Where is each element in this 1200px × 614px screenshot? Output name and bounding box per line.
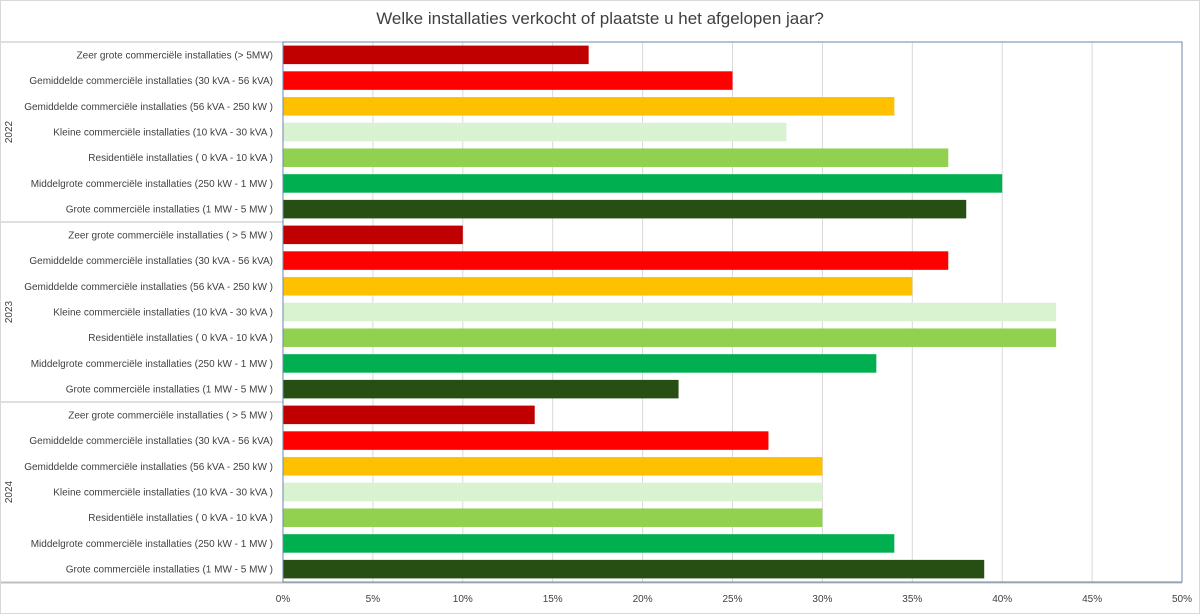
x-tick-label: 30% — [812, 594, 832, 605]
bar — [283, 354, 877, 373]
bar — [283, 277, 913, 296]
x-tick-label: 35% — [902, 594, 922, 605]
group-label: 2024 — [4, 480, 15, 503]
bar — [283, 559, 985, 579]
bar — [283, 148, 949, 167]
bar — [283, 431, 769, 450]
category-label: Kleine commerciële installaties (10 kVA … — [53, 488, 273, 499]
bar — [283, 534, 895, 553]
category-label: Grote commerciële installaties (1 MW - 5… — [66, 565, 273, 576]
category-label: Grote commerciële installaties (1 MW - 5… — [66, 385, 273, 396]
category-label: Zeer grote commerciële installaties ( > … — [68, 230, 273, 241]
category-label: Middelgrote commerciële installaties (25… — [31, 359, 273, 370]
x-tick-label: 20% — [633, 594, 653, 605]
bar — [283, 45, 589, 65]
bar — [283, 97, 895, 116]
chart-title: Welke installaties verkocht of plaatste … — [376, 9, 824, 28]
bar — [283, 122, 787, 142]
bar — [283, 508, 823, 527]
category-label: Middelgrote commerciële installaties (25… — [31, 539, 273, 550]
category-label: Kleine commerciële installaties (10 kVA … — [53, 128, 273, 139]
category-label: Kleine commerciële installaties (10 kVA … — [53, 308, 273, 319]
bar — [283, 302, 1057, 322]
x-tick-label: 50% — [1172, 594, 1192, 605]
category-label: Residentiële installaties ( 0 kVA - 10 k… — [88, 333, 273, 344]
category-label: Gemiddelde commerciële installaties (56 … — [24, 102, 273, 113]
bar — [283, 71, 733, 90]
category-label: Gemiddelde commerciële installaties (56 … — [24, 462, 273, 473]
x-tick-label: 5% — [366, 594, 381, 605]
x-tick-label: 25% — [722, 594, 742, 605]
bar — [283, 457, 823, 476]
bar — [283, 379, 679, 399]
category-label: Residentiële installaties ( 0 kVA - 10 k… — [88, 513, 273, 524]
bar — [283, 199, 967, 219]
x-tick-label: 45% — [1082, 594, 1102, 605]
category-label: Gemiddelde commerciële installaties (30 … — [29, 436, 273, 447]
category-label: Zeer grote commerciële installaties ( > … — [68, 410, 273, 421]
x-tick-label: 40% — [992, 594, 1012, 605]
category-label: Middelgrote commerciële installaties (25… — [31, 179, 273, 190]
group-label: 2022 — [4, 120, 15, 143]
x-tick-label: 15% — [543, 594, 563, 605]
category-label: Residentiële installaties ( 0 kVA - 10 k… — [88, 153, 273, 164]
category-label: Gemiddelde commerciële installaties (30 … — [29, 76, 273, 87]
bar — [283, 174, 1003, 193]
plot-border — [282, 41, 1183, 583]
bar — [283, 328, 1057, 347]
bar — [283, 225, 463, 245]
x-tick-label: 10% — [453, 594, 473, 605]
category-label: Gemiddelde commerciële installaties (30 … — [29, 256, 273, 267]
category-label: Gemiddelde commerciële installaties (56 … — [24, 282, 273, 293]
category-label: Grote commerciële installaties (1 MW - 5… — [66, 205, 273, 216]
bar — [283, 405, 535, 425]
category-label: Zeer grote commerciële installaties (> 5… — [77, 50, 273, 61]
group-label: 2023 — [4, 300, 15, 323]
bar — [283, 482, 823, 502]
bar — [283, 251, 949, 270]
x-tick-label: 0% — [276, 594, 291, 605]
